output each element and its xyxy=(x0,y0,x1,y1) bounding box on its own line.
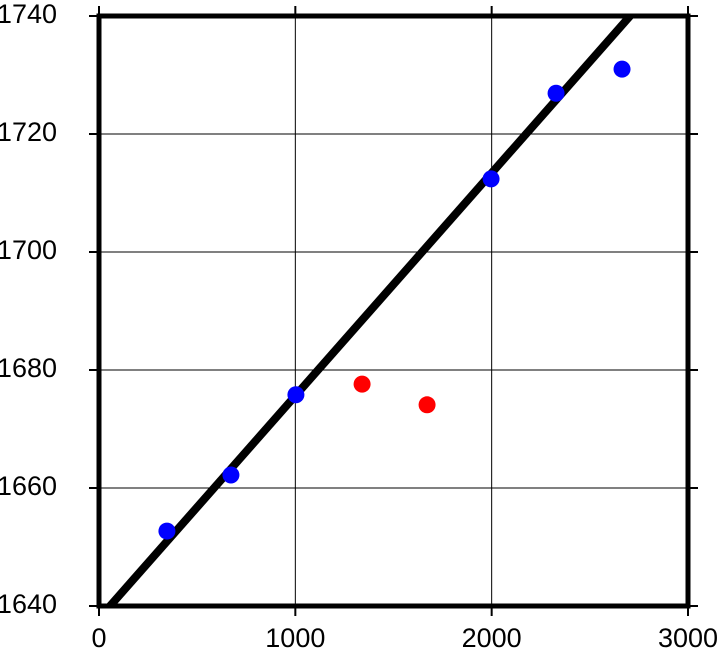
y-tick-label: 1720 xyxy=(0,117,57,147)
y-tick-label: 1660 xyxy=(0,471,57,501)
x-tick-label: 1000 xyxy=(265,623,325,653)
data-point xyxy=(158,522,176,540)
data-point xyxy=(222,466,240,484)
data-point xyxy=(353,375,371,393)
y-tick-label: 1700 xyxy=(0,235,57,265)
y-tick-label: 1740 xyxy=(0,0,57,29)
data-point xyxy=(482,170,500,188)
fit-line xyxy=(106,16,634,606)
plot-frame xyxy=(96,13,691,609)
data-point xyxy=(418,396,436,414)
data-point xyxy=(547,84,565,102)
data-point xyxy=(287,386,305,404)
y-tick-label: 1680 xyxy=(0,353,57,383)
x-tick-label: 0 xyxy=(91,623,106,653)
data-point xyxy=(613,60,631,78)
plot-area xyxy=(106,16,634,606)
x-tick-label: 3000 xyxy=(658,623,718,653)
y-tick-label: 1640 xyxy=(0,589,57,619)
x-tick-label: 2000 xyxy=(462,623,522,653)
